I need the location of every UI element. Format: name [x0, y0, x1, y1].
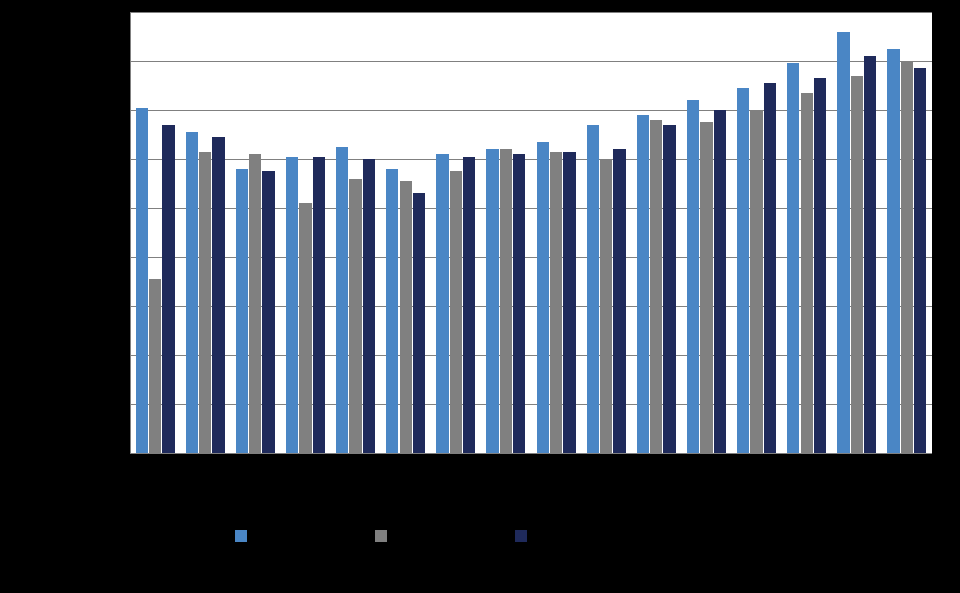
bar	[663, 125, 675, 453]
bar	[486, 149, 498, 453]
bar	[600, 159, 612, 453]
bar	[349, 179, 361, 453]
bar	[413, 193, 425, 453]
bar	[814, 78, 826, 453]
legend-swatch	[515, 530, 527, 542]
bar	[236, 169, 248, 453]
bar	[550, 152, 562, 453]
bar	[400, 181, 412, 453]
legend-item	[515, 530, 535, 542]
bar	[450, 171, 462, 453]
bar	[199, 152, 211, 453]
legend-swatch	[235, 530, 247, 542]
bar	[687, 100, 699, 453]
bar	[436, 154, 448, 453]
bar	[737, 88, 749, 453]
bar	[149, 279, 161, 453]
bar	[162, 125, 174, 453]
bar	[513, 154, 525, 453]
bar	[286, 157, 298, 453]
bar	[500, 149, 512, 453]
bar	[212, 137, 224, 453]
bar	[537, 142, 549, 453]
bar	[764, 83, 776, 453]
grid-line	[130, 453, 932, 454]
bar	[563, 152, 575, 453]
bar	[864, 56, 876, 453]
bar	[637, 115, 649, 453]
bar	[650, 120, 662, 453]
legend-item	[375, 530, 395, 542]
bar	[801, 93, 813, 453]
bar	[700, 122, 712, 453]
bar	[299, 203, 311, 453]
bar	[363, 159, 375, 453]
bar	[914, 68, 926, 453]
legend-swatch	[375, 530, 387, 542]
bar	[249, 154, 261, 453]
bar	[336, 147, 348, 453]
grid-line	[130, 61, 932, 62]
bar	[787, 63, 799, 453]
chart-container	[0, 0, 960, 593]
bar	[386, 169, 398, 453]
bar	[136, 108, 148, 453]
bar	[313, 157, 325, 453]
bar	[837, 32, 849, 453]
bar	[714, 110, 726, 453]
bar	[262, 171, 274, 453]
grid-line	[130, 12, 932, 13]
plot-area	[130, 12, 932, 453]
bar	[887, 49, 899, 453]
bar	[463, 157, 475, 453]
legend	[235, 530, 535, 542]
bar	[613, 149, 625, 453]
bar	[750, 110, 762, 453]
y-axis-line	[130, 12, 131, 453]
bar	[851, 76, 863, 453]
bar	[186, 132, 198, 453]
bar	[587, 125, 599, 453]
legend-item	[235, 530, 255, 542]
bar	[901, 61, 913, 453]
